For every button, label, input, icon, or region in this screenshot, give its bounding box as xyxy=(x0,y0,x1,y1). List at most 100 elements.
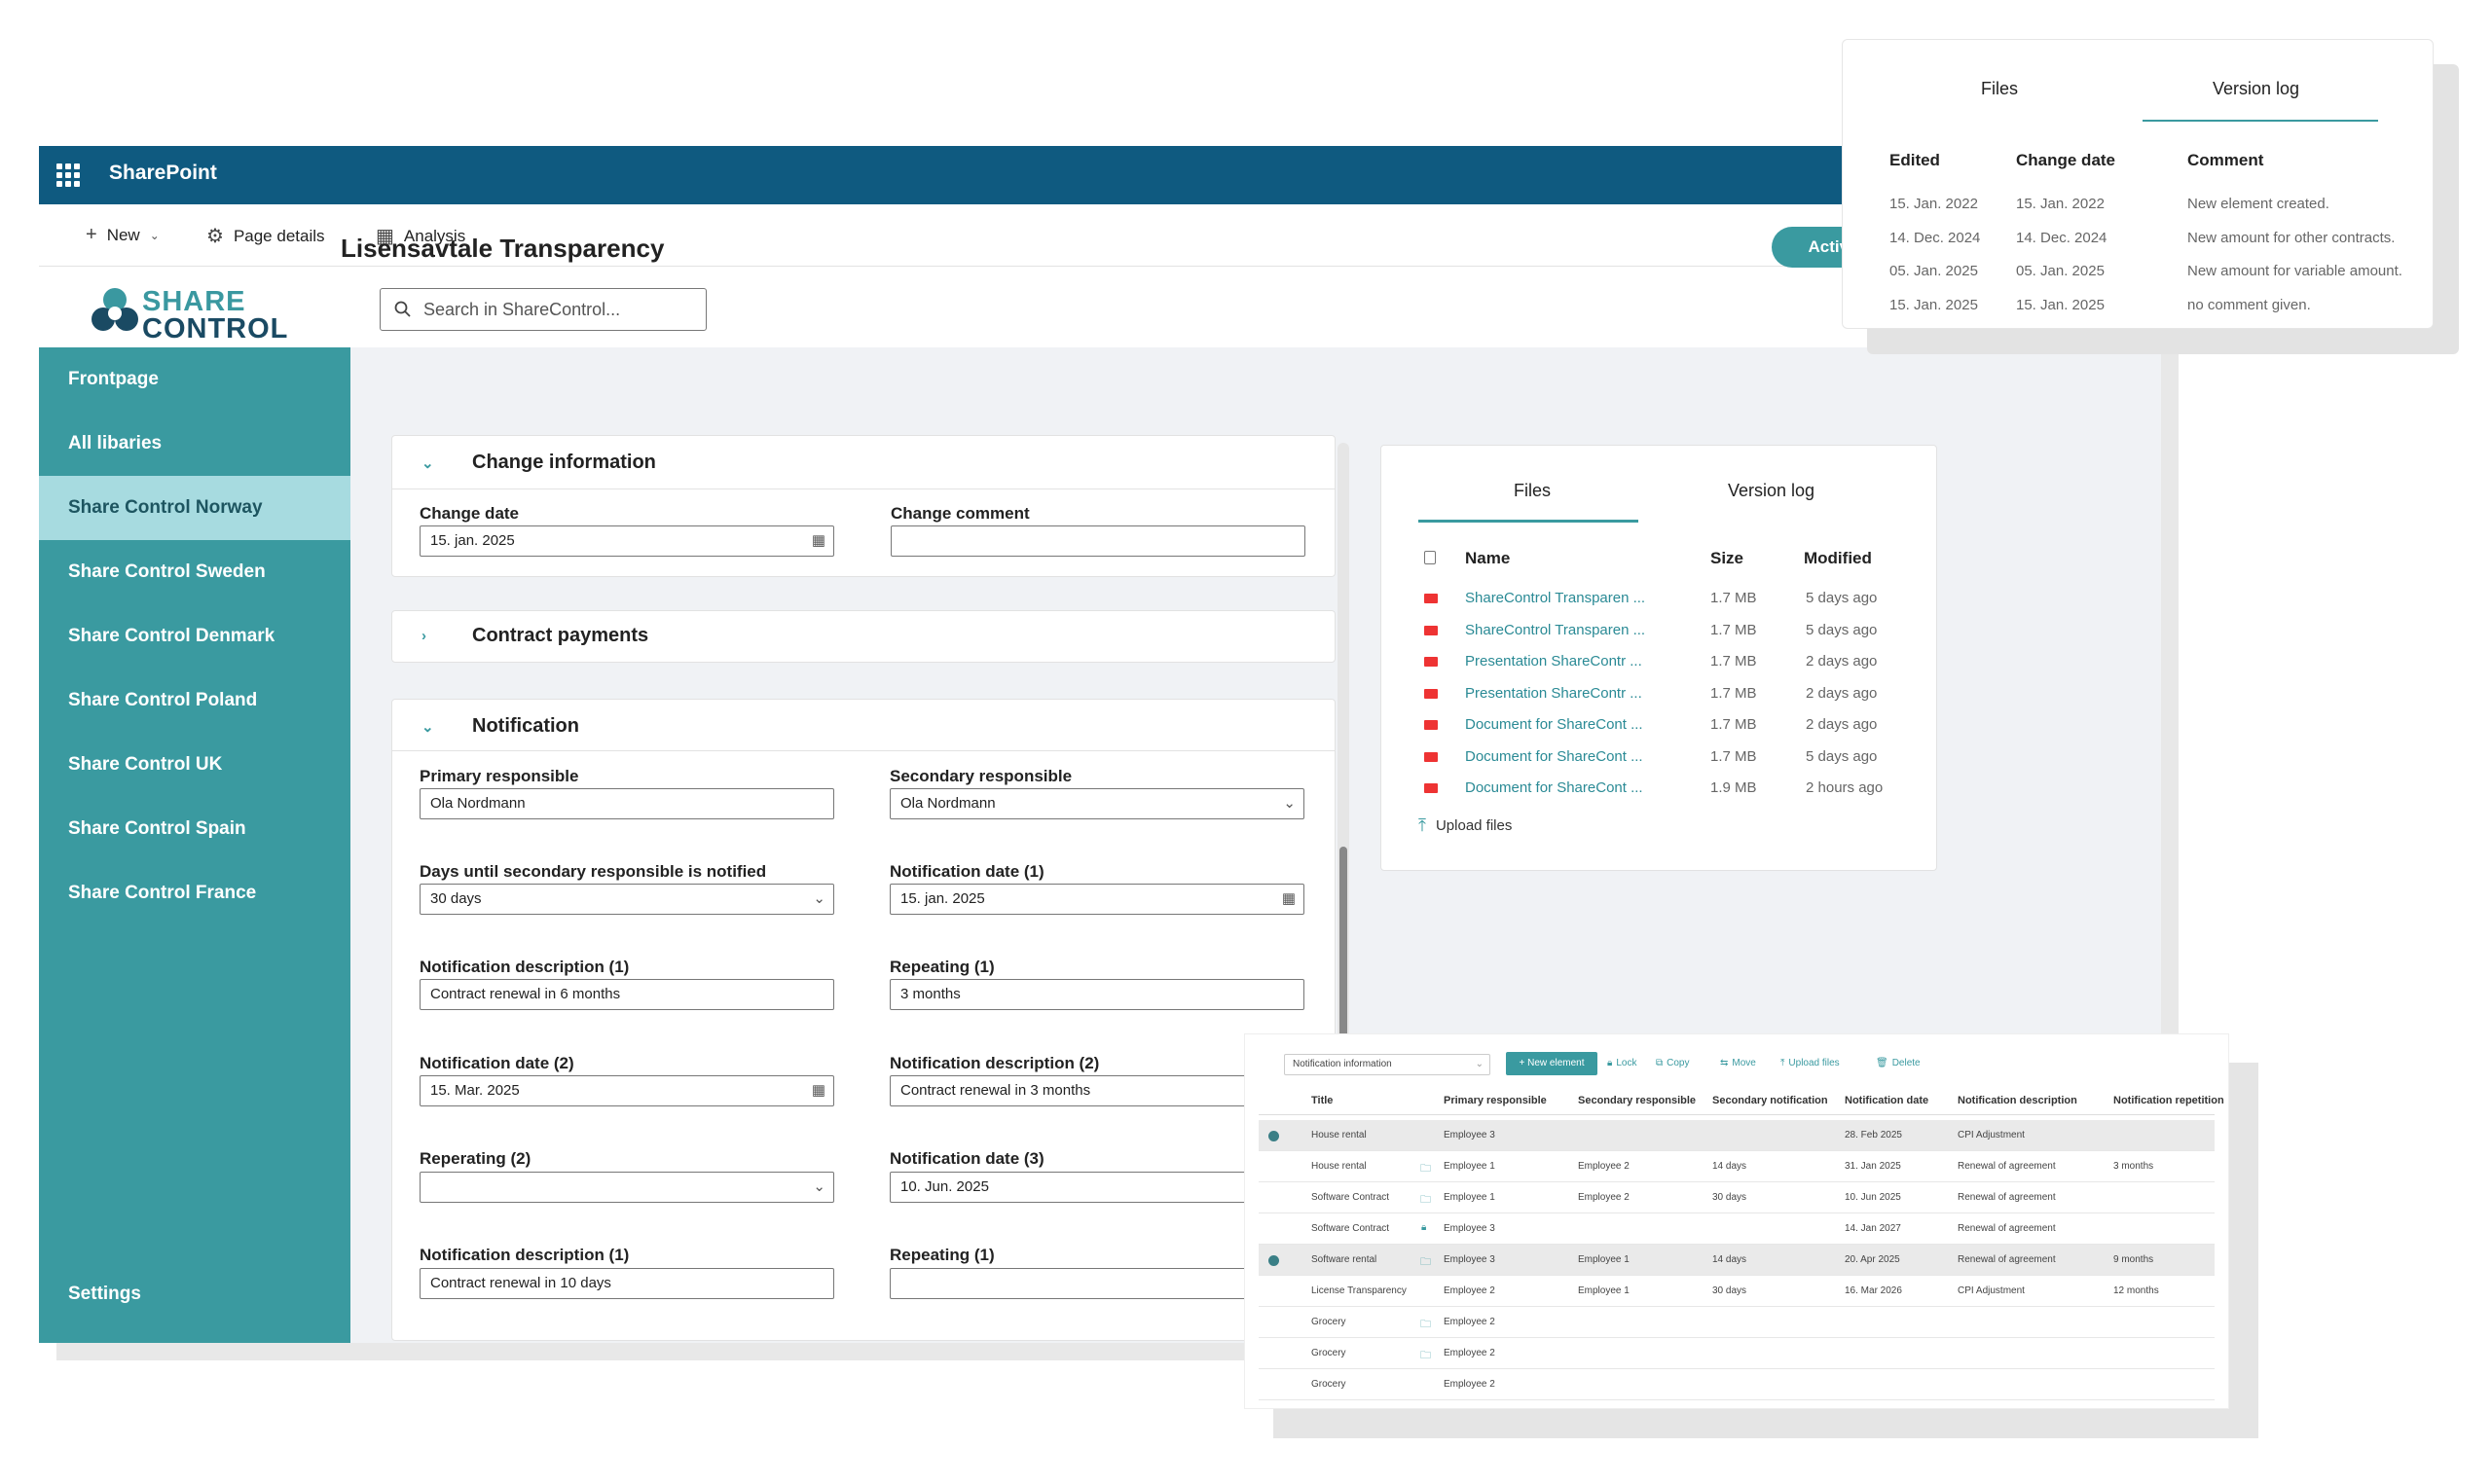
repeating-1-field[interactable]: 3 months xyxy=(890,979,1304,1010)
contract-payments-card[interactable]: › Contract payments xyxy=(391,610,1336,663)
copy-button[interactable]: ⧉ Copy xyxy=(1656,1058,1690,1068)
sidebar-item-frontpage[interactable]: Frontpage xyxy=(68,369,159,389)
column-header-size[interactable]: Size xyxy=(1710,549,1744,567)
column-header-primary-responsible[interactable]: Primary responsible xyxy=(1444,1095,1547,1106)
cell-title: Grocery xyxy=(1311,1379,1346,1390)
change-date-field[interactable]: 15. jan. 2025 ▦ xyxy=(420,525,834,557)
column-header-secondary-notification[interactable]: Secondary notification xyxy=(1712,1095,1828,1106)
sidebar-item-all-libaries[interactable]: All libaries xyxy=(68,433,163,453)
active-tab-indicator xyxy=(1418,520,1638,523)
file-name[interactable]: ShareControl Transparen ... xyxy=(1465,621,1646,638)
table-row[interactable]: 🗀 House rental Employee 1 Employee 2 14 days… xyxy=(1259,1151,2215,1182)
upload-files-button[interactable]: ⤒ Upload files xyxy=(1418,815,1512,836)
days-until-secondary-dropdown[interactable]: 30 days ⌄ xyxy=(420,884,834,915)
column-header-notification-description[interactable]: Notification description xyxy=(1958,1095,2077,1106)
scrollbar-thumb[interactable] xyxy=(1339,847,1347,1041)
column-header-notification-repetition[interactable]: Notification repetition xyxy=(2113,1095,2224,1106)
sidebar-item-share-control-sweden[interactable]: Share Control Sweden xyxy=(68,561,266,582)
new-element-button[interactable]: + New element xyxy=(1506,1052,1597,1075)
column-header-change-date[interactable]: Change date xyxy=(2016,151,2116,169)
cell-title: Software Contract xyxy=(1311,1223,1390,1234)
file-row[interactable]: Document for ShareCont ... 1.7 MB 2 days a… xyxy=(1381,716,1936,740)
file-row[interactable]: Presentation ShareContr ... 1.7 MB 2 days … xyxy=(1381,653,1936,676)
file-row[interactable]: Document for ShareCont ... 1.7 MB 5 days a… xyxy=(1381,748,1936,772)
table-row[interactable]: 🗀 Software rental Employee 3 Employee 1 14 d… xyxy=(1259,1245,2215,1276)
share-control-logo[interactable]: SHARE CONTROL xyxy=(86,280,358,348)
table-row[interactable]: 🗀 Grocery Employee 2 xyxy=(1259,1307,2215,1338)
cell-date: 10. Jun 2025 xyxy=(1845,1192,1901,1203)
notification-date-3-field[interactable]: 10. Jun. 2025 xyxy=(890,1172,1304,1203)
column-header-modified[interactable]: Modified xyxy=(1804,549,1872,567)
repeating-3-field[interactable] xyxy=(890,1268,1304,1299)
tab-version-log[interactable]: Version log xyxy=(2213,79,2300,98)
calendar-icon[interactable]: ▦ xyxy=(811,532,825,549)
table-row[interactable]: 🗀 Grocery Employee 2 xyxy=(1259,1338,2215,1369)
upload-files-button[interactable]: ⤒ Upload files xyxy=(1780,1058,1840,1068)
sidebar-item-share-control-denmark[interactable]: Share Control Denmark xyxy=(68,626,275,646)
file-name[interactable]: Presentation ShareContr ... xyxy=(1465,653,1642,670)
table-row[interactable]: 🔒︎ Software Contract Employee 3 14. Jan 202… xyxy=(1259,1213,2215,1245)
table-row[interactable]: Grocery Employee 2 xyxy=(1259,1369,2215,1400)
reperating-2-dropdown[interactable]: ⌄ xyxy=(420,1172,834,1203)
table-row[interactable]: License Transparency Employee 2 Employee 1… xyxy=(1259,1276,2215,1307)
page-details-button[interactable]: ⚙ Page details xyxy=(206,224,325,248)
row-selected-indicator[interactable] xyxy=(1268,1255,1279,1266)
notification-description-1-field[interactable]: Contract renewal in 6 months xyxy=(420,979,834,1010)
sidebar-item-settings[interactable]: Settings xyxy=(68,1284,141,1304)
change-information-header[interactable]: ⌄ Change information xyxy=(421,452,656,474)
file-row[interactable]: Presentation ShareContr ... 1.7 MB 2 days … xyxy=(1381,685,1936,708)
chevron-down-icon: ⌄ xyxy=(813,890,825,907)
notification-date-1-field[interactable]: 15. jan. 2025 ▦ xyxy=(890,884,1304,915)
delete-button[interactable]: 🗑︎ Delete xyxy=(1876,1058,1921,1068)
contract-payments-header[interactable]: › Contract payments xyxy=(421,625,648,647)
tab-files[interactable]: Files xyxy=(1514,481,1552,500)
tab-files[interactable]: Files xyxy=(1981,79,2019,98)
chevron-right-icon: › xyxy=(421,628,426,644)
sidebar-item-share-control-uk[interactable]: Share Control UK xyxy=(68,754,223,775)
file-name[interactable]: Presentation ShareContr ... xyxy=(1465,684,1642,702)
calendar-icon[interactable]: ▦ xyxy=(811,1082,825,1099)
tab-version-log[interactable]: Version log xyxy=(1728,481,1815,500)
chevron-down-icon: ⌄ xyxy=(1283,795,1296,812)
search-input[interactable]: Search in ShareControl... xyxy=(380,288,707,331)
column-header-title[interactable]: Title xyxy=(1311,1095,1334,1106)
notification-date-2-field[interactable]: 15. Mar. 2025 ▦ xyxy=(420,1075,834,1106)
row-selected-indicator[interactable] xyxy=(1268,1131,1279,1141)
app-name[interactable]: SharePoint xyxy=(109,162,217,184)
table-row[interactable]: 🗀 Software Contract Employee 1 Employee 2 30… xyxy=(1259,1182,2215,1213)
file-name[interactable]: ShareControl Transparen ... xyxy=(1465,590,1646,606)
logo-mark-icon xyxy=(92,288,138,331)
column-header-notification-date[interactable]: Notification date xyxy=(1845,1095,1929,1106)
calendar-icon[interactable]: ▦ xyxy=(1281,890,1296,907)
secondary-responsible-dropdown[interactable]: Ola Nordmann ⌄ xyxy=(890,788,1304,819)
file-name[interactable]: Document for ShareCont ... xyxy=(1465,747,1643,765)
file-row[interactable]: ShareControl Transparen ... 1.7 MB 5 days … xyxy=(1381,622,1936,645)
table-row[interactable]: House rental Employee 3 28. Feb 2025 CPI Ad… xyxy=(1259,1120,2215,1151)
view-dropdown[interactable]: Notification information ⌄ xyxy=(1284,1054,1490,1075)
sidebar-item-share-control-spain[interactable]: Share Control Spain xyxy=(68,818,246,839)
analysis-button[interactable]: ▦ Analysis xyxy=(376,224,465,248)
move-button[interactable]: ⇆ Move xyxy=(1720,1058,1756,1068)
primary-responsible-field[interactable]: Ola Nordmann xyxy=(420,788,834,819)
notification-description-2-field[interactable]: Contract renewal in 3 months xyxy=(890,1075,1304,1106)
new-label: New xyxy=(106,225,140,244)
sidebar-item-share-control-norway[interactable]: Share Control Norway xyxy=(39,476,350,540)
cell-date: 16. Mar 2026 xyxy=(1845,1285,1902,1296)
notification-header[interactable]: ⌄ Notification xyxy=(421,715,579,738)
notification-description-3-field[interactable]: Contract renewal in 10 days xyxy=(420,1268,834,1299)
notification-description-3-label: Notification description (1) xyxy=(420,1246,630,1264)
file-row[interactable]: Document for ShareCont ... 1.9 MB 2 hours … xyxy=(1381,779,1936,803)
file-name[interactable]: Document for ShareCont ... xyxy=(1465,779,1643,796)
file-name[interactable]: Document for ShareCont ... xyxy=(1465,716,1643,733)
lock-button[interactable]: 🔒︎ Lock xyxy=(1607,1058,1636,1068)
sidebar-item-share-control-france[interactable]: Share Control France xyxy=(68,883,257,903)
app-launcher-icon[interactable] xyxy=(56,163,80,187)
column-header-edited[interactable]: Edited xyxy=(1889,151,1940,169)
column-header-secondary-responsible[interactable]: Secondary responsible xyxy=(1578,1095,1697,1106)
file-row[interactable]: ShareControl Transparen ... 1.7 MB 5 days … xyxy=(1381,590,1936,613)
column-header-comment[interactable]: Comment xyxy=(2187,151,2264,169)
column-header-name[interactable]: Name xyxy=(1465,549,1511,567)
sidebar-item-share-control-poland[interactable]: Share Control Poland xyxy=(68,690,258,710)
change-comment-field[interactable] xyxy=(891,525,1305,557)
new-button[interactable]: + New ⌄ xyxy=(86,224,160,246)
